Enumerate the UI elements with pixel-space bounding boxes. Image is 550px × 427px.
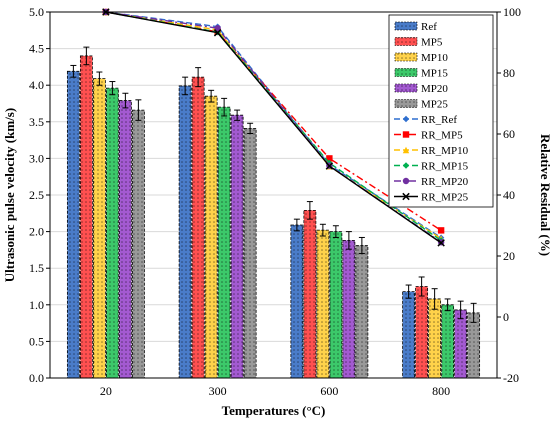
- legend-label: RR_MP5: [421, 130, 463, 142]
- bar-pattern: [192, 77, 205, 378]
- bar-pattern: [205, 96, 218, 379]
- bar-pattern: [67, 71, 80, 379]
- legend-label: MP5: [421, 37, 443, 49]
- y2-axis-title: Relative Residual (%): [538, 134, 550, 256]
- marker-x: [325, 162, 334, 170]
- bar-pattern: [428, 298, 441, 378]
- marker-triangle: [402, 146, 410, 154]
- bar-pattern: [454, 309, 467, 378]
- marker-circle: [214, 24, 221, 32]
- bar-pattern: [231, 115, 244, 378]
- bar-pattern: [119, 100, 132, 379]
- legend-swatch-pattern: [395, 99, 417, 108]
- axis-layer: 0.0 0.5 1.0 1.5 2.0 2.5 3.0 3.5 4.0 4.5 5.0 -20 0 20 4…: [2, 5, 550, 418]
- bar-pattern: [329, 231, 342, 378]
- legend-label: Ref: [421, 21, 437, 33]
- y-tick-label: 4.0: [29, 78, 44, 92]
- y-tick-label: 3.0: [29, 151, 44, 165]
- bar-layer: [66, 46, 481, 379]
- y-tick-label: 2.0: [29, 225, 44, 239]
- y2-tick-label: -20: [503, 371, 519, 385]
- y-tick-label: 3.5: [29, 115, 44, 129]
- bar-pattern: [218, 107, 231, 378]
- legend-label: RR_MP25: [421, 192, 469, 204]
- marker-diamond: [402, 162, 410, 169]
- legend-swatch-pattern: [395, 68, 417, 77]
- y-tick-label: 5.0: [29, 5, 44, 19]
- marker-diamond: [402, 115, 410, 123]
- bar-pattern: [342, 240, 355, 378]
- bar-pattern: [179, 85, 192, 378]
- marker-x: [213, 29, 222, 37]
- legend-label: MP20: [421, 83, 448, 95]
- legend-swatch-pattern: [395, 84, 417, 92]
- legend-swatch-pattern: [395, 22, 417, 30]
- legend-label: MP15: [421, 68, 448, 80]
- x-tick-label: 20: [100, 384, 112, 398]
- y-tick-label: 0.0: [29, 371, 44, 385]
- x-tick-label: 300: [209, 384, 227, 398]
- bar-pattern: [415, 286, 428, 378]
- legend: Ref MP5 MP10 MP15 MP20 MP25 RR_Ref RR_MP5 RR_MP1…: [388, 14, 494, 208]
- x-tick-label: 800: [432, 384, 450, 398]
- y-tick-label: 1.5: [29, 261, 44, 275]
- y2-tick-label: 0: [503, 310, 509, 324]
- y2-tick-label: 20: [503, 249, 515, 263]
- line-layer: [102, 8, 445, 247]
- y-tick-label: 4.5: [29, 42, 44, 56]
- bar-pattern: [80, 55, 93, 379]
- y-tick-label: 0.5: [29, 334, 44, 348]
- marker-x: [402, 192, 410, 201]
- marker-square: [437, 227, 445, 234]
- x-axis-title: Temperatures (°C): [222, 403, 326, 418]
- marker-circle: [402, 177, 410, 185]
- y-axis-title: Ultrasonic pulse velocity (km/s): [2, 108, 17, 282]
- bar-pattern: [244, 128, 257, 378]
- bar-pattern: [402, 291, 415, 378]
- legend-box: [388, 14, 494, 208]
- y-tick-label: 1.0: [29, 298, 44, 312]
- y2-tick-label: 60: [503, 127, 515, 141]
- bar-pattern: [441, 304, 454, 378]
- bar-pattern: [93, 78, 106, 378]
- legend-label: RR_MP10: [421, 145, 469, 157]
- bar-pattern: [355, 245, 368, 378]
- marker-square: [402, 131, 410, 138]
- legend-label: RR_MP15: [421, 161, 469, 173]
- bar-pattern: [290, 225, 303, 378]
- marker-x: [437, 239, 445, 247]
- legend-label: RR_Ref: [421, 114, 457, 126]
- legend-swatch-pattern: [395, 37, 417, 46]
- y2-tick-label: 100: [503, 5, 521, 19]
- y2-tick-label: 40: [503, 188, 515, 202]
- legend-label: RR_MP20: [421, 176, 469, 188]
- y2-tick-label: 80: [503, 66, 515, 80]
- x-tick-label: 600: [320, 384, 338, 398]
- bar-pattern: [106, 88, 119, 379]
- legend-label: MP10: [421, 52, 448, 64]
- y-tick-label: 2.5: [29, 188, 44, 202]
- bar-pattern: [132, 110, 145, 378]
- bar-pattern: [303, 210, 316, 378]
- residual-line: [105, 11, 442, 244]
- marker-square: [326, 155, 333, 162]
- legend-label: MP25: [421, 99, 448, 111]
- residual-line: [105, 11, 442, 243]
- bar-pattern: [316, 230, 329, 378]
- legend-swatch-pattern: [395, 53, 417, 61]
- bar-pattern: [467, 312, 480, 378]
